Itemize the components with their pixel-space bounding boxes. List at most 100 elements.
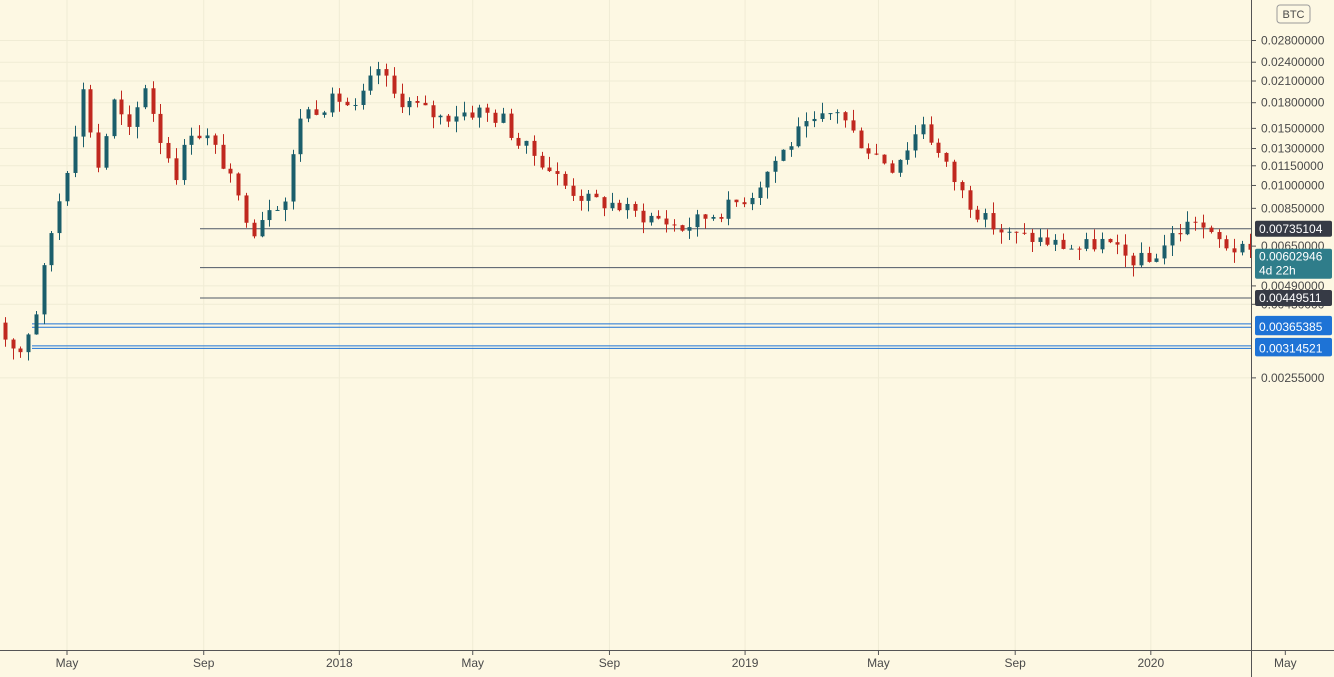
price-tick-label: 0.01800000 [1261, 96, 1325, 110]
candle-body [431, 105, 436, 118]
candle-body [42, 265, 47, 315]
candle-body [119, 99, 124, 115]
candle-body [151, 88, 156, 114]
last-price-value: 0.00602946 [1259, 250, 1323, 264]
price-tick-label: 0.00255000 [1261, 371, 1325, 385]
price-level-badge[interactable] [1255, 319, 1332, 336]
price-level-badge[interactable] [1255, 220, 1332, 237]
candle-body [625, 203, 630, 211]
candle-body [415, 100, 420, 103]
price-tick-label: 0.02800000 [1261, 34, 1325, 48]
price-level-badge[interactable] [1255, 290, 1332, 307]
price-tick-label: 0.02400000 [1261, 55, 1325, 69]
candle-body [1185, 221, 1190, 235]
candle-body [182, 144, 187, 181]
candle-body [345, 101, 350, 106]
candle-body [49, 233, 54, 266]
candle-body [750, 197, 755, 205]
candle-body [610, 202, 615, 209]
candle-body [929, 124, 934, 143]
time-tick-label: May [56, 656, 79, 670]
candles [3, 61, 1334, 361]
candle-body [501, 113, 506, 123]
candle-body [322, 112, 327, 115]
candle-body [898, 159, 903, 173]
candle-body [57, 201, 62, 234]
candle-body [166, 142, 171, 159]
price-tick-label: 0.01500000 [1261, 121, 1325, 135]
candle-body [368, 75, 373, 91]
candle-body [104, 136, 109, 168]
candle-body [851, 120, 856, 131]
candle-body [633, 203, 638, 211]
candle-body [65, 172, 70, 202]
candle-body [1038, 237, 1043, 242]
candle-body [882, 154, 887, 164]
candle-body [135, 107, 140, 127]
candle-body [1115, 242, 1120, 245]
candle-body [726, 199, 731, 219]
candle-body [143, 88, 148, 108]
price-level-badge-text: 0.00449511 [1259, 291, 1322, 305]
candle-body [228, 168, 233, 174]
candle-body [594, 193, 599, 198]
candle-body [975, 209, 980, 220]
price-level-badge-text: 0.00365385 [1259, 320, 1323, 334]
candle-body [260, 220, 265, 237]
candle-body [1030, 232, 1035, 242]
candle-body [252, 222, 257, 237]
candle-body [1178, 233, 1183, 235]
candle-body [835, 112, 840, 114]
candle-body [695, 214, 700, 228]
candle-body [477, 107, 482, 118]
candle-body [1123, 244, 1128, 256]
candle-body [221, 144, 226, 169]
candle-body [672, 224, 677, 226]
candle-body [866, 148, 871, 154]
candle-body [859, 130, 864, 149]
candle-body [703, 214, 708, 219]
candle-body [1045, 237, 1050, 245]
symbol-badge[interactable]: BTC [1276, 4, 1311, 24]
price-tick-label: 0.01000000 [1261, 178, 1325, 192]
candle-body [843, 112, 848, 121]
candle-body [828, 113, 833, 115]
candle-body [1014, 231, 1019, 233]
last-price-badge[interactable] [1255, 248, 1332, 279]
candle-body [758, 187, 763, 198]
candle-body [874, 153, 879, 155]
candle-body [1007, 231, 1012, 233]
candle-body [1108, 238, 1113, 243]
candle-body [1209, 227, 1214, 233]
candle-body [936, 142, 941, 153]
candle-body [376, 69, 381, 76]
horizontal-level-lines [32, 228, 1251, 349]
candle-body [586, 193, 591, 201]
price-level-badge[interactable] [1255, 340, 1332, 357]
candle-body [127, 114, 132, 127]
candle-body [438, 115, 443, 118]
candle-body [960, 182, 965, 191]
candle-body [26, 334, 31, 353]
candle-body [1131, 255, 1136, 266]
candle-body [96, 132, 101, 168]
time-axis-area[interactable] [0, 650, 1334, 677]
candle-body [649, 215, 654, 223]
bar-countdown: 4d 22h [1259, 264, 1296, 278]
time-axis-labels: MaySep2018MaySep2019MaySep2020MaySep2021… [56, 650, 1297, 670]
candle-body [330, 93, 335, 113]
candle-body [81, 89, 86, 137]
price-axis-labels: 0.02800000 0.02400000 0.02100000 0.01800000… [1251, 34, 1325, 385]
candle-body [804, 121, 809, 127]
candle-body [781, 149, 786, 161]
candle-body [18, 348, 23, 353]
candle-body [423, 102, 428, 106]
candle-body [462, 112, 467, 117]
candle-body [983, 213, 988, 220]
candle-body [540, 155, 545, 168]
time-tick-label: May [1274, 656, 1297, 670]
candle-body [446, 115, 451, 122]
candle-body [1069, 248, 1074, 250]
